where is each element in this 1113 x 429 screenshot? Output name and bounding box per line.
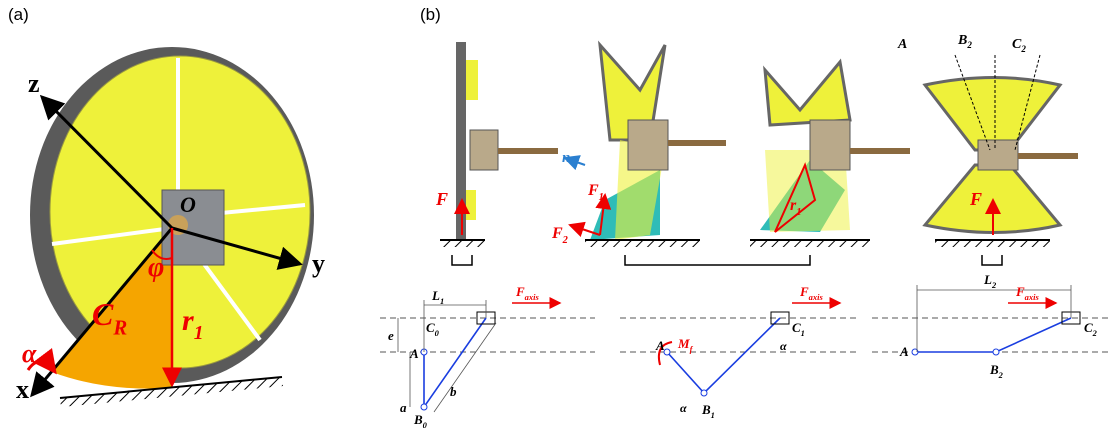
- annotation-text: x: [16, 375, 29, 404]
- annotation-text: F: [1015, 284, 1025, 299]
- annotation-text: O: [180, 192, 196, 217]
- annotation-text: φ: [148, 252, 164, 283]
- annotation-text: z: [28, 69, 40, 98]
- annotation-subscript: 1: [599, 192, 604, 203]
- annotation: Faxis: [799, 284, 823, 302]
- annotation-text: A: [897, 37, 907, 52]
- annotation: A: [897, 37, 907, 52]
- annotation: α: [680, 401, 687, 415]
- annotation: A: [409, 346, 419, 361]
- annotation-text: B: [989, 362, 999, 377]
- annotation-subscript: 1: [440, 296, 444, 306]
- annotation: L2: [983, 272, 997, 290]
- annotation: F: [435, 189, 448, 209]
- annotation-subscript: 1: [711, 410, 715, 420]
- annotation-text: α: [22, 339, 37, 368]
- annotation-subscript: 0: [423, 420, 428, 429]
- annotation-text: B: [413, 412, 423, 427]
- annotation: e: [388, 328, 394, 343]
- annotation: C2: [1084, 320, 1098, 338]
- annotation-subscript: 2: [1020, 44, 1026, 54]
- annotation-text: b: [450, 384, 457, 399]
- annotation-text: M: [677, 336, 690, 351]
- annotation-subscript: 0: [435, 328, 440, 338]
- annotation-text: α: [780, 339, 787, 353]
- annotation-text: F: [969, 189, 982, 209]
- annotation: C1: [792, 320, 805, 338]
- annotation: B1: [701, 402, 715, 420]
- annotation-text: A: [655, 338, 665, 353]
- annotation: φ: [148, 252, 164, 283]
- annotation: a: [400, 400, 407, 415]
- annotation-subscript: 2: [991, 280, 997, 290]
- annotation: α: [22, 339, 37, 368]
- annotation-text: A: [409, 346, 419, 361]
- linkage-diagrams: [380, 285, 1110, 412]
- annotation-text: e: [388, 328, 394, 343]
- panel-label: (b): [420, 5, 441, 24]
- annotation-text: C: [92, 296, 114, 332]
- annotation-subscript: axis: [809, 292, 824, 302]
- annotation-text: F: [587, 182, 599, 199]
- annotation-subscript: 2: [562, 235, 568, 246]
- annotation: B2: [989, 362, 1004, 380]
- annotation: α: [780, 339, 787, 353]
- annotation-text: F: [435, 189, 448, 209]
- annotation: Faxis: [1015, 284, 1039, 302]
- annotation: x: [16, 375, 29, 404]
- annotation-text: r: [182, 304, 194, 337]
- annotation: C0: [426, 320, 440, 338]
- annotation-text: C: [792, 320, 801, 335]
- figure: (a)(b)zOyφCRr1αxFnF1F2r1AB2C2FL1FaxisC0e…: [0, 0, 1113, 429]
- annotation-subscript: R: [112, 317, 127, 340]
- wheel-render: [28, 47, 314, 407]
- annotation-text: y: [312, 249, 325, 278]
- annotation-text: C: [1084, 320, 1093, 335]
- annotation-text: α: [680, 401, 687, 415]
- annotation: F1: [587, 182, 604, 203]
- annotation: y: [312, 249, 325, 278]
- annotation-text: B: [957, 33, 967, 48]
- annotation-text: F: [551, 225, 563, 242]
- annotation: A: [655, 338, 665, 353]
- annotation: B0: [413, 412, 428, 429]
- annotation-subscript: 2: [1092, 328, 1098, 338]
- annotation-text: L: [431, 288, 440, 303]
- annotation-subscript: axis: [525, 292, 540, 302]
- annotation-text: B: [701, 402, 711, 417]
- annotation-text: C: [426, 320, 435, 335]
- panel-label: (a): [8, 5, 29, 24]
- annotation-text: a: [400, 400, 407, 415]
- annotation-text: A: [899, 344, 909, 359]
- annotation: A: [899, 344, 909, 359]
- annotation-text: F: [515, 284, 525, 299]
- annotation: b: [450, 384, 457, 399]
- annotation: L1: [431, 288, 444, 306]
- mechanism-renders: [440, 42, 1078, 265]
- annotation-subscript: 1: [796, 207, 801, 218]
- annotation-subscript: 2: [998, 370, 1004, 380]
- annotation: O: [180, 192, 196, 217]
- annotation: n: [562, 150, 570, 166]
- annotation-subscript: 1: [194, 323, 204, 344]
- annotation: F: [969, 189, 982, 209]
- annotation-text: n: [562, 150, 570, 166]
- annotation-subscript: 1: [801, 328, 805, 338]
- annotation-text: L: [983, 272, 992, 287]
- annotation: C2: [1012, 37, 1026, 54]
- annotation-subscript: 2: [966, 40, 972, 50]
- annotation: F2: [551, 225, 568, 246]
- annotation: Mf: [677, 336, 694, 354]
- annotation: Faxis: [515, 284, 539, 302]
- annotation: B2: [957, 33, 972, 50]
- annotation-text: F: [799, 284, 809, 299]
- annotation-subscript: axis: [1025, 292, 1040, 302]
- annotation: z: [28, 69, 40, 98]
